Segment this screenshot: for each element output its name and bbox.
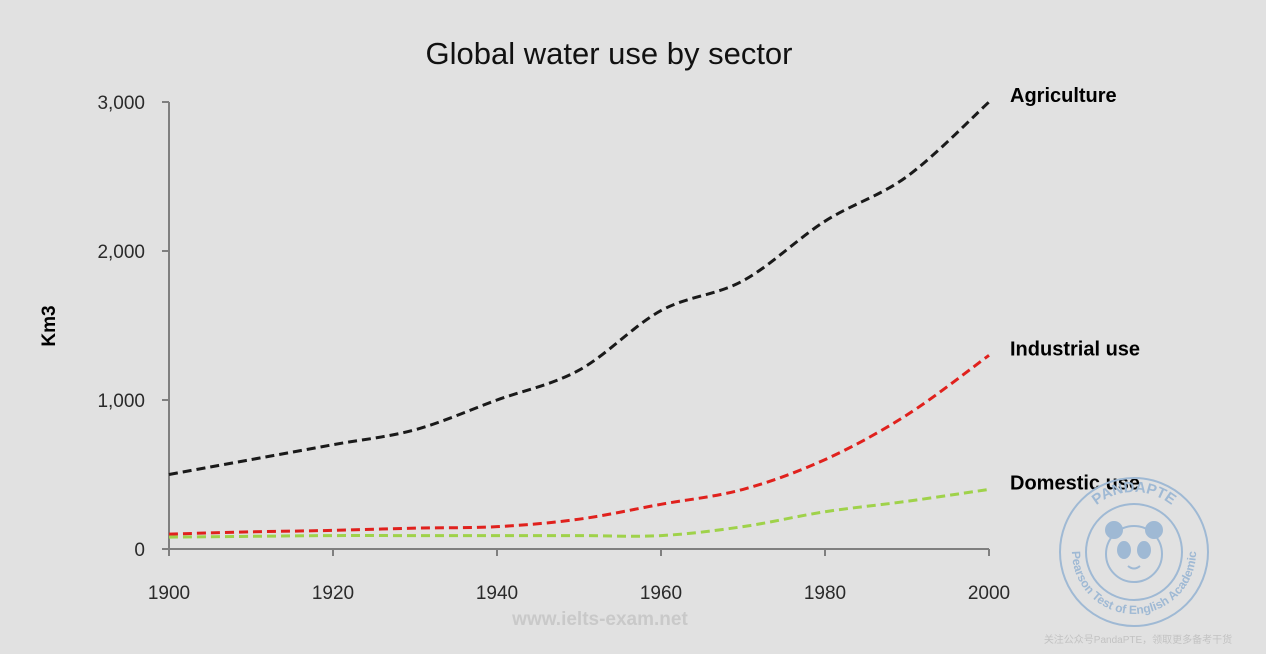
series-label-industrial-use: Industrial use [1010, 338, 1140, 360]
pandapte-stamp: PANDAPTE Pearson Test of English Academi… [1059, 477, 1209, 627]
stamp-footer-text: 关注公众号PandaPTE，领取更多备考干货 [1044, 633, 1232, 646]
stamp-ring-text: Pearson Test of English Academic [1069, 551, 1199, 618]
panda-icon [1105, 521, 1163, 583]
x-tick-label: 1980 [804, 583, 846, 604]
axes: 1900 1920 1940 1960 1980 2000 0 1,000 2,000 3,000 [97, 93, 1010, 604]
series-label-agriculture: Agriculture [1010, 85, 1117, 107]
y-axis-label: Km3 [39, 305, 60, 346]
y-tick-label: 0 [134, 540, 145, 561]
series-line-domestic-use [168, 487, 990, 539]
x-tick-label: 1900 [148, 583, 190, 604]
series-label-domestic-use: Domestic use [1010, 472, 1140, 494]
series-labels: Agriculture Industrial use Domestic use [1010, 85, 1140, 494]
series-lines [168, 100, 991, 539]
series-line-industrial-use [168, 354, 990, 536]
site-watermark: www.ielts-exam.net [511, 609, 688, 630]
x-tick-label: 1920 [312, 583, 354, 604]
chart-title: Global water use by sector [425, 36, 792, 71]
x-tick-label: 1940 [476, 583, 518, 604]
y-tick-label: 3,000 [97, 93, 145, 114]
y-tick-label: 1,000 [97, 391, 145, 412]
y-tick-label: 2,000 [97, 242, 145, 263]
x-tick-label: 1960 [640, 583, 682, 604]
series-line-agriculture [168, 100, 991, 476]
x-tick-label: 2000 [968, 583, 1010, 604]
